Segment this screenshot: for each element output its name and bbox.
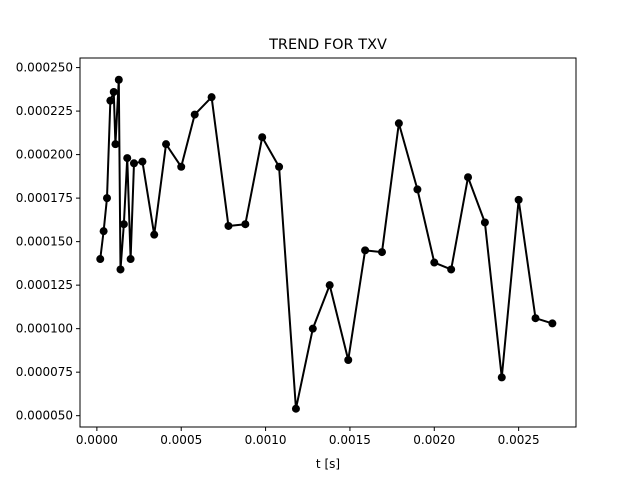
data-point (377, 248, 386, 257)
chart-title: TREND FOR TXV (268, 37, 387, 53)
data-point (258, 133, 267, 142)
data-point (291, 404, 300, 413)
data-point (119, 220, 128, 229)
data-point (111, 140, 120, 149)
x-tick-label: 0.0005 (160, 433, 202, 447)
x-axis-label: t [s] (316, 457, 340, 471)
x-axis: 0.0000 0.0005 0.0010 0.0015 0.0020 0.0025 (76, 427, 540, 447)
data-point (162, 140, 171, 149)
data-point (126, 255, 135, 264)
data-point (325, 281, 334, 290)
data-point (361, 246, 370, 255)
y-tick-label: 0.000075 (16, 365, 73, 379)
data-point (531, 314, 540, 323)
data-point (177, 162, 186, 171)
y-tick-label: 0.000225 (16, 104, 73, 118)
data-point (129, 159, 138, 168)
x-tick-label: 0.0015 (329, 433, 371, 447)
data-point (116, 265, 125, 274)
data-point (99, 227, 108, 236)
plot-frame (79, 57, 577, 428)
data-point (430, 258, 439, 267)
x-tick-label: 0.0020 (413, 433, 455, 447)
plot-area (96, 75, 557, 413)
data-point (497, 373, 506, 382)
y-tick-label: 0.000150 (16, 235, 73, 249)
data-point (224, 221, 233, 230)
data-point (150, 230, 159, 239)
data-point (447, 265, 456, 274)
x-tick-label: 0.0025 (498, 433, 540, 447)
data-point (548, 319, 557, 328)
data-point (207, 93, 216, 102)
data-point (344, 355, 353, 364)
data-point (109, 87, 118, 96)
data-point (394, 119, 403, 128)
data-point (106, 96, 115, 105)
y-tick-label: 0.000100 (16, 322, 73, 336)
data-point (96, 255, 105, 264)
data-point (514, 195, 523, 204)
data-point (275, 162, 284, 171)
y-tick-label: 0.000125 (16, 278, 73, 292)
data-point (308, 324, 317, 333)
series-line (99, 78, 553, 410)
data-point (413, 185, 422, 194)
x-tick-label: 0.0000 (76, 433, 118, 447)
data-point (480, 218, 489, 227)
y-tick-label: 0.000175 (16, 191, 73, 205)
y-tick-label: 0.000250 (16, 61, 73, 75)
data-point (123, 154, 132, 163)
data-point (138, 157, 147, 166)
x-tick-label: 0.0010 (245, 433, 287, 447)
y-tick-label: 0.000050 (16, 409, 73, 423)
y-axis: 0.000050 0.000075 0.000100 0.000125 0.000150… (16, 61, 80, 423)
data-point (114, 75, 123, 84)
data-point (190, 110, 199, 119)
data-point (241, 220, 250, 229)
data-point (102, 194, 111, 203)
data-point (464, 173, 473, 182)
y-tick-label: 0.000200 (16, 148, 73, 162)
